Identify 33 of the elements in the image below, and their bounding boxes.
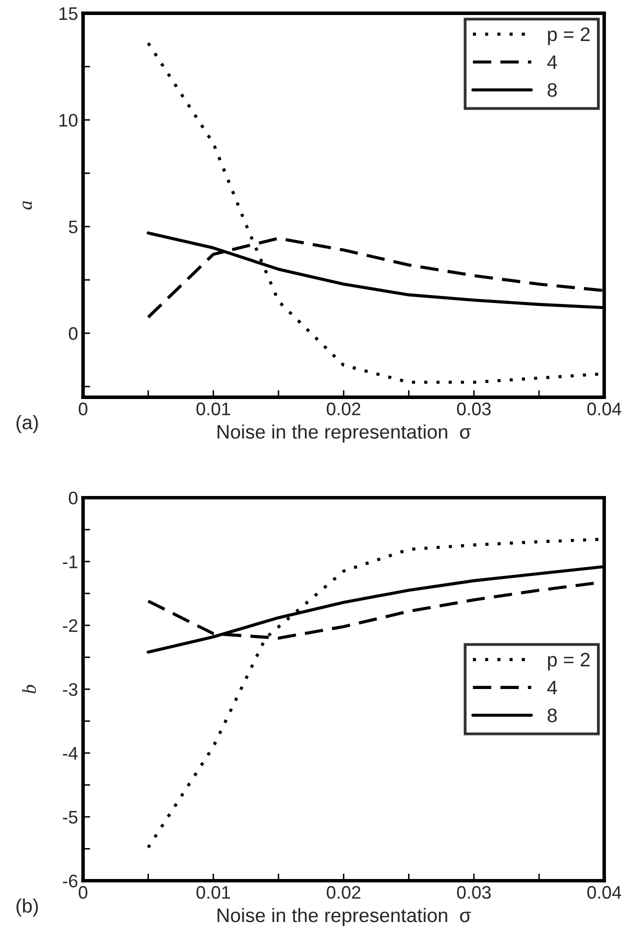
y-tick-label: -5 [62, 810, 78, 824]
x-tick-label: 0.03 [457, 886, 491, 899]
x-axis-title: Noise in the representation σ [218, 424, 471, 443]
y-tick-label: 0 [68, 327, 78, 340]
x-tick-label: 0.01 [196, 886, 230, 899]
y-tick-label: -3 [62, 683, 78, 696]
y-tick-label: 0 [68, 492, 78, 504]
x-axis-title: Noise in the representation σ [218, 908, 471, 926]
text: (a) [16, 415, 38, 434]
legend-label: 8 [548, 708, 557, 722]
legend-label: 4 [547, 680, 558, 694]
y-tick-label: -2 [62, 619, 78, 632]
legend-label: p = 2 [548, 27, 590, 46]
y-axis-title: a [22, 201, 32, 210]
x-tick-label: 0 [78, 886, 88, 899]
legend-label: 4 [547, 55, 558, 69]
x-tick-label: 0.01 [196, 402, 230, 416]
y-axis-title: b [22, 684, 36, 694]
x-tick-label: 0.04 [587, 402, 622, 416]
legend-label: p = 2 [548, 652, 590, 670]
x-tick-label: 0.02 [326, 886, 360, 899]
y-tick-label: -4 [62, 747, 78, 760]
x-tick-label: 0.02 [326, 402, 360, 416]
x-tick-label: 0 [78, 402, 88, 416]
y-tick-label: 5 [68, 220, 78, 234]
y-tick-label: 10 [59, 114, 78, 127]
legend-label: 8 [548, 83, 557, 97]
y-tick-label: 15 [59, 7, 78, 20]
x-tick-label: 0.04 [587, 886, 622, 899]
y-tick-label: -6 [62, 874, 78, 888]
text: (b) [16, 898, 38, 917]
x-tick-label: 0.03 [457, 402, 491, 416]
y-tick-label: -1 [62, 556, 78, 568]
